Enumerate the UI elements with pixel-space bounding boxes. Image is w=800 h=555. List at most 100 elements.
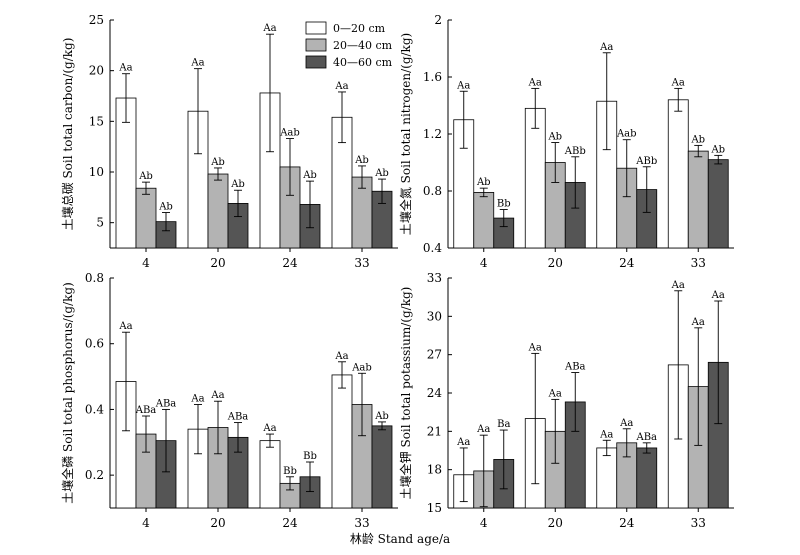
significance-label: Aa: [456, 437, 470, 448]
significance-label: Aa: [548, 388, 562, 399]
y-tick-label: 33: [427, 271, 442, 285]
significance-label: Ab: [374, 168, 389, 179]
bar: [473, 192, 495, 249]
significance-label: Ab: [374, 411, 389, 422]
bar: [371, 425, 393, 509]
bar: [135, 187, 157, 249]
panel-soil-total-phosphorus: 0.2 0.4 0.6 0.8 土壤全磷 Soil total phosphorus/(…: [60, 271, 398, 530]
x-tick-label: 4: [142, 256, 150, 270]
legend-swatch-0-20cm: [305, 21, 327, 35]
legend: 0—20 cm 20—40 cm 40—60 cm: [305, 21, 393, 69]
significance-label: Aa: [671, 280, 685, 291]
significance-label: Ab: [690, 134, 705, 145]
significance-label: Aa: [476, 424, 490, 435]
significance-label: Ab: [476, 177, 491, 188]
significance-label: Aa: [599, 429, 613, 440]
significance-label: ABb: [564, 146, 586, 157]
x-tick-label: 20: [548, 516, 563, 530]
significance-label: Aa: [711, 290, 725, 301]
significance-label: Ab: [547, 132, 562, 143]
y-tick-label: 27: [427, 348, 442, 362]
significance-label: Ab: [230, 179, 245, 190]
significance-label: Ab: [158, 202, 173, 213]
significance-label: Ab: [138, 171, 153, 182]
panel-soil-total-potassium: 15 18 21 24 27 30 33 土壤全钾 Soil total potassium/…: [398, 271, 734, 530]
y-tick-label: 2: [434, 13, 442, 27]
y-tick-label: 0.4: [85, 402, 104, 416]
significance-label: ABa: [135, 405, 157, 416]
significance-label: Aa: [262, 23, 276, 34]
y-tick-label: 24: [427, 386, 443, 400]
significance-label: Aab: [616, 129, 637, 140]
significance-label: ABa: [564, 362, 586, 373]
significance-label: Aa: [118, 321, 132, 332]
panel-soil-total-carbon: 5 10 15 20 25 土壤总碳 Soil total carbon/(g/kg) 4 A…: [60, 13, 398, 270]
x-tick-label: 24: [619, 516, 635, 530]
significance-label: Aab: [279, 128, 300, 139]
x-tick-label: 33: [691, 516, 706, 530]
y-tick-label: 15: [427, 501, 442, 515]
y-tick-label: 25: [89, 13, 104, 27]
y-tick-label: 0.8: [423, 184, 442, 198]
bar: [687, 150, 709, 249]
legend-swatch-20-40cm: [305, 38, 327, 52]
y-tick-label: 5: [96, 216, 104, 230]
bar: [636, 447, 658, 509]
y-tick-label: 10: [89, 165, 104, 179]
x-tick-label: 4: [480, 256, 488, 270]
y-tick-label: 15: [89, 114, 104, 128]
significance-label: Ab: [710, 144, 725, 155]
legend-swatch-40-60cm: [305, 55, 327, 69]
y-tick-label: 1.6: [423, 70, 442, 84]
significance-label: ABa: [227, 412, 249, 423]
significance-label: Bb: [283, 466, 297, 477]
y-tick-label: 0.6: [85, 337, 104, 351]
panel-soil-total-nitrogen: 0.4 0.8 1.2 1.6 2 土壤全氮 Soil total nitrogen/(g…: [398, 13, 734, 270]
significance-label: Aa: [190, 394, 204, 405]
significance-label: Ab: [302, 170, 317, 181]
y-tick-label: 21: [427, 424, 442, 438]
significance-label: Bb: [497, 199, 511, 210]
y-axis-title: 土壤全磷 Soil total phosphorus/(g/kg): [60, 282, 75, 504]
x-tick-label: 33: [354, 516, 369, 530]
significance-label: Ab: [354, 155, 369, 166]
significance-label: Aa: [671, 77, 685, 88]
bar: [259, 440, 281, 509]
bar: [667, 99, 689, 249]
y-tick-label: 0.4: [423, 241, 442, 255]
bar: [596, 447, 618, 509]
x-tick-label: 24: [282, 516, 298, 530]
significance-label: Aa: [528, 77, 542, 88]
significance-label: Aa: [334, 81, 348, 92]
significance-label: Ba: [497, 419, 510, 430]
significance-label: Aa: [118, 63, 132, 74]
y-tick-label: 30: [427, 309, 442, 323]
x-tick-label: 24: [619, 256, 635, 270]
x-tick-label: 33: [354, 256, 369, 270]
significance-label: ABa: [635, 432, 657, 443]
significance-label: Aab: [351, 362, 372, 373]
significance-label: Aa: [619, 418, 633, 429]
significance-label: Ab: [210, 157, 225, 168]
significance-label: Aa: [262, 423, 276, 434]
significance-label: Aa: [334, 351, 348, 362]
significance-label: Aa: [190, 58, 204, 69]
y-tick-label: 0.2: [85, 468, 104, 482]
legend-label-40-60cm: 40—60 cm: [333, 56, 393, 69]
significance-label: Aa: [528, 342, 542, 353]
bar: [331, 374, 353, 509]
y-tick-label: 1.2: [423, 127, 442, 141]
significance-label: Bb: [303, 451, 317, 462]
significance-label: ABa: [155, 398, 177, 409]
x-tick-label: 20: [210, 516, 225, 530]
x-tick-label: 20: [210, 256, 225, 270]
significance-label: Aa: [456, 80, 470, 91]
significance-label: Aa: [599, 42, 613, 53]
significance-label: Aa: [691, 317, 705, 328]
x-tick-label: 24: [282, 256, 298, 270]
legend-label-0-20cm: 0—20 cm: [333, 22, 386, 35]
y-axis-title: 土壤总碳 Soil total carbon/(g/kg): [60, 38, 75, 231]
y-axis-title: 土壤全氮 Soil total nitrogen/(g/kg): [398, 33, 413, 235]
bar: [524, 107, 546, 249]
